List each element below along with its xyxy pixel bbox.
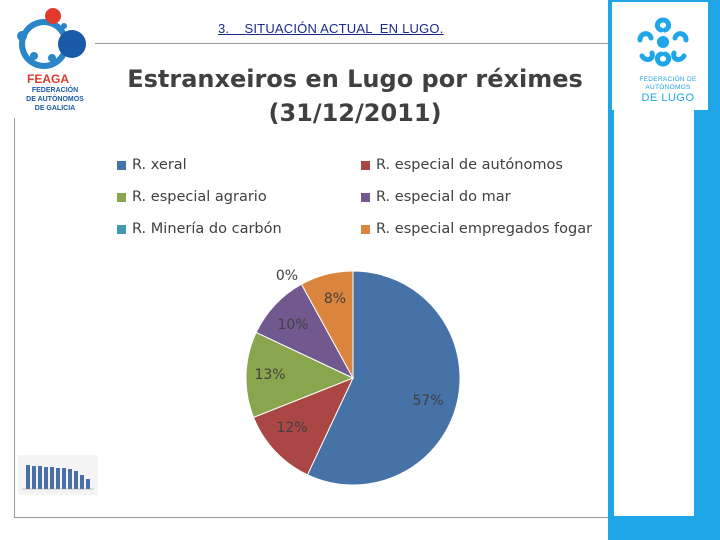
pie-slice <box>252 377 354 476</box>
legend-label: R. especial do mar <box>376 189 511 205</box>
feaga-logo-line2: DE AUTÓNOMOS <box>26 96 84 103</box>
legend-item: R. especial agrario <box>117 187 267 207</box>
legend-swatch <box>117 160 126 170</box>
legend-swatch <box>361 192 370 202</box>
legend-item: R. especial do mar <box>361 187 511 207</box>
chart-title: Estranxeiros en Lugo por réximes <box>127 65 583 93</box>
pie-slice <box>255 283 355 380</box>
legend-swatch <box>361 224 370 234</box>
feaga-logo-line1: FEDERACIÓN <box>31 87 79 94</box>
chart-title-block: Estranxeiros en Lugo por réximes (31/12/… <box>100 62 610 130</box>
legend-swatch <box>117 192 126 202</box>
legend-item: R. especial de autónomos <box>361 155 563 175</box>
pie-data-label: 12% <box>276 420 307 436</box>
left-divider <box>14 118 15 518</box>
pie-data-label: 8% <box>324 291 346 307</box>
federacion-lugo-logo-icon <box>637 17 689 67</box>
legend-swatch <box>117 224 126 234</box>
feaga-logo-name: FEAGA <box>27 72 69 86</box>
top-divider <box>95 43 611 44</box>
pie-slice <box>245 331 355 419</box>
pie-slice <box>300 270 354 379</box>
legend-label: R. especial de autónomos <box>376 157 563 173</box>
thumbnail-chart-icon <box>18 455 98 495</box>
pie-slice <box>306 270 461 486</box>
federacion-lugo-line2: AUTÓNOMOS <box>645 84 691 91</box>
legend-label: R. especial empregados fogar <box>376 221 593 237</box>
pie-data-label: 10% <box>277 317 308 333</box>
legend-label: R. especial agrario <box>132 189 267 205</box>
legend-item: R. xeral <box>117 155 187 175</box>
section-title: 3. SITUACIÓN ACTUAL EN LUGO. <box>218 21 444 36</box>
chart-subtitle: (31/12/2011) <box>268 99 442 127</box>
federacion-lugo-name: DE LUGO <box>641 92 695 104</box>
legend-item: R. especial empregados fogar <box>361 219 592 239</box>
feaga-logo-line3: DE GALICIA <box>34 105 76 112</box>
pie-data-label: 0% <box>276 268 298 284</box>
bottom-divider <box>14 517 611 518</box>
federacion-lugo-line1: FEDERACIÓN DE <box>639 76 697 83</box>
pie-data-label: 13% <box>254 367 285 383</box>
pie-data-label: 57% <box>412 393 443 409</box>
legend-label: R. Minería do carbón <box>132 221 282 237</box>
legend-item: R. Minería do carbón <box>117 219 282 239</box>
legend-swatch <box>361 160 370 170</box>
feaga-logo-icon <box>17 8 86 69</box>
legend-label: R. xeral <box>132 157 187 173</box>
